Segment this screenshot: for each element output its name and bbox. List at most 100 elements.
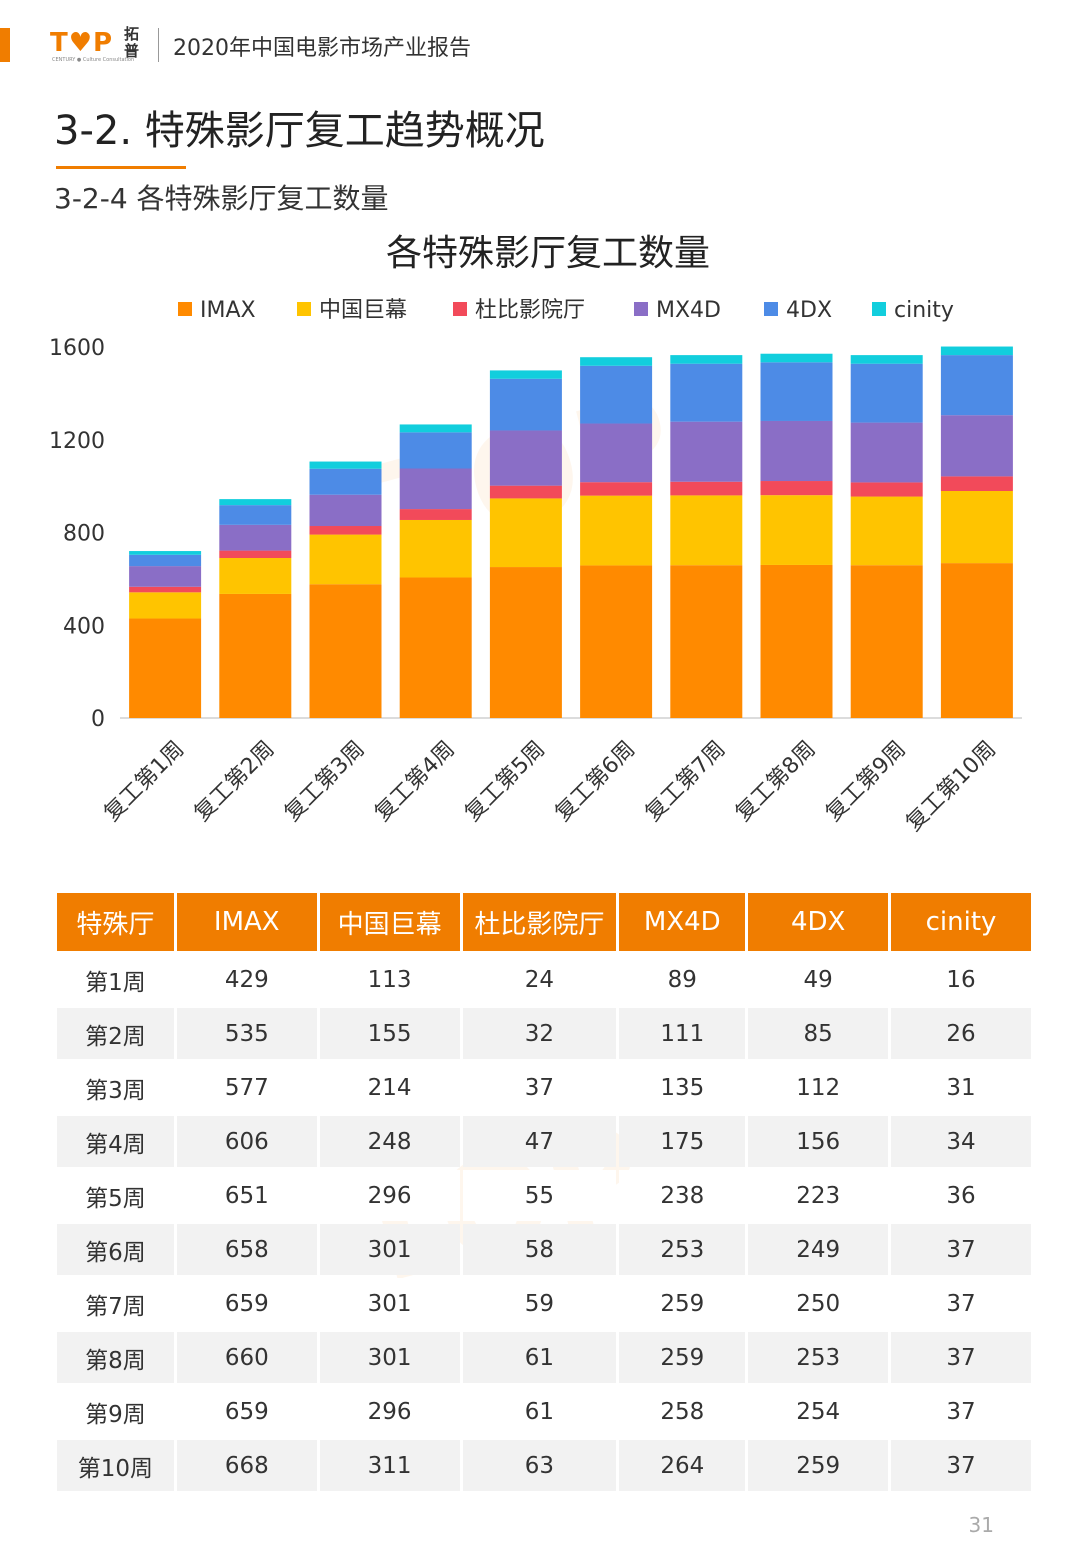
- legend-swatch: [872, 302, 886, 316]
- table-cell: 259: [748, 1440, 889, 1491]
- table-cell: 24: [462, 954, 617, 1005]
- table-cell: 49: [748, 954, 889, 1005]
- section-title: 3-2. 特殊影厅复工趋势概况: [54, 108, 545, 154]
- table-cell: 311: [319, 1440, 460, 1491]
- x-tick-label: 复工第6周: [551, 737, 641, 827]
- x-tick-label: 复工第1周: [100, 737, 190, 827]
- x-tick-label: 复工第3周: [280, 737, 370, 827]
- bar-segment: [309, 534, 382, 585]
- table-body: 第1周 429 113 24 89 49 16 第2周 535 155 32 111 85 26 第3周 57…: [57, 954, 1031, 1491]
- legend-label: 4DX: [786, 298, 832, 323]
- table-cell: 175: [619, 1116, 746, 1167]
- table-cell: 659: [176, 1278, 317, 1329]
- table-row: 第8周 660 301 61 259 253 37: [57, 1332, 1031, 1383]
- legend-label: IMAX: [200, 298, 256, 323]
- table-cell: 47: [462, 1116, 617, 1167]
- bar-segment: [580, 423, 653, 483]
- y-tick-label: 400: [63, 614, 105, 639]
- table-cell: 248: [319, 1116, 460, 1167]
- bar-segment: [940, 355, 1013, 416]
- bar-segment: [940, 415, 1013, 477]
- table-cell: 264: [619, 1440, 746, 1491]
- table-cell: 238: [619, 1170, 746, 1221]
- bar-segment: [670, 363, 743, 422]
- bar-segment: [760, 564, 833, 718]
- table-cell: 658: [176, 1224, 317, 1275]
- table-cell: 535: [176, 1008, 317, 1059]
- bar-segment: [399, 424, 472, 433]
- x-tick-label: 复工第8周: [731, 737, 821, 827]
- table-cell: 296: [319, 1170, 460, 1221]
- y-tick-label: 1200: [49, 429, 105, 454]
- table-row: 第9周 659 296 61 258 254 37: [57, 1386, 1031, 1437]
- bar-segment: [309, 526, 382, 535]
- bar-segment: [129, 566, 202, 587]
- bar-segment: [219, 558, 292, 594]
- legend-label: 杜比影院厅: [475, 298, 585, 323]
- table-cell: 249: [748, 1224, 889, 1275]
- table-row-label: 第10周: [57, 1440, 174, 1491]
- header-accent-bar: [0, 28, 10, 62]
- bar-segment: [399, 519, 472, 578]
- table-header-cell: 4DX: [748, 893, 889, 951]
- table-cell: 85: [748, 1008, 889, 1059]
- table-cell: 31: [891, 1062, 1031, 1113]
- table-cell: 660: [176, 1332, 317, 1383]
- section-underline: [56, 166, 186, 169]
- table-cell: 296: [319, 1386, 460, 1437]
- bar-segment: [670, 495, 743, 566]
- bar-segment: [489, 378, 562, 431]
- bar-segment: [850, 496, 923, 566]
- x-tick-label: 复工第5周: [460, 737, 550, 827]
- bar-segment: [850, 363, 923, 423]
- table-cell: 113: [319, 954, 460, 1005]
- table-cell: 37: [891, 1386, 1031, 1437]
- table-cell: 37: [462, 1062, 617, 1113]
- bar-segment: [580, 357, 653, 366]
- table-cell: 37: [891, 1332, 1031, 1383]
- bar-segment: [760, 481, 833, 496]
- bar-segment: [850, 422, 923, 483]
- table-cell: 259: [619, 1278, 746, 1329]
- table-header-cell: 特殊厅: [57, 893, 174, 951]
- bar-segment: [489, 498, 562, 568]
- bar-segment: [399, 509, 472, 520]
- bar-segment: [940, 490, 1013, 564]
- bar-segment: [670, 481, 743, 496]
- legend-swatch: [178, 302, 192, 316]
- table-cell: 34: [891, 1116, 1031, 1167]
- bar-segment: [670, 565, 743, 718]
- table-header-cell: MX4D: [619, 893, 746, 951]
- top-logo: T♥P 拓普 CENTURY ● Culture Consultation: [50, 26, 150, 66]
- table-cell: 651: [176, 1170, 317, 1221]
- chart-title: 各特殊影厅复工数量: [386, 233, 710, 274]
- bar-segment: [489, 370, 562, 379]
- table-cell: 37: [891, 1440, 1031, 1491]
- table-row: 第10周 668 311 63 264 259 37: [57, 1440, 1031, 1491]
- table-cell: 89: [619, 954, 746, 1005]
- bar-segment: [580, 565, 653, 718]
- table-row-label: 第2周: [57, 1008, 174, 1059]
- table-cell: 155: [319, 1008, 460, 1059]
- table-cell: 223: [748, 1170, 889, 1221]
- bar-segment: [489, 567, 562, 718]
- bar-segment: [219, 499, 292, 506]
- logo-text: T♥P: [50, 28, 114, 58]
- bar-segment: [850, 482, 923, 497]
- table-row: 第5周 651 296 55 238 223 36: [57, 1170, 1031, 1221]
- x-tick-label: 复工第7周: [641, 737, 731, 827]
- table-cell: 301: [319, 1224, 460, 1275]
- table-cell: 577: [176, 1062, 317, 1113]
- bar-segment: [219, 593, 292, 718]
- legend-swatch: [634, 302, 648, 316]
- y-tick-label: 800: [63, 522, 105, 547]
- logo-subtext: CENTURY ● Culture Consultation: [52, 57, 135, 63]
- table-cell: 63: [462, 1440, 617, 1491]
- x-tick-label: 复工第4周: [370, 737, 460, 827]
- bar-segment: [670, 355, 743, 364]
- bar-segment: [219, 505, 292, 525]
- table-cell: 156: [748, 1116, 889, 1167]
- legend-label: 中国巨幕: [319, 298, 407, 323]
- table-header-cell: 杜比影院厅: [462, 893, 617, 951]
- table-cell: 59: [462, 1278, 617, 1329]
